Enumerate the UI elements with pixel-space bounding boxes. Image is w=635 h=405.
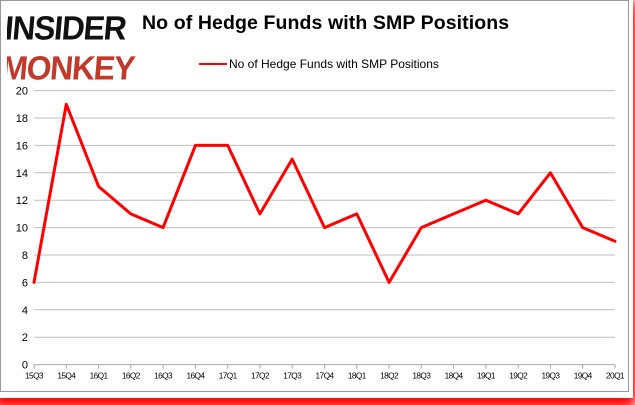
svg-text:14: 14	[16, 168, 28, 180]
svg-text:10: 10	[16, 223, 28, 235]
svg-text:17Q3: 17Q3	[283, 371, 302, 381]
svg-text:6: 6	[22, 277, 28, 289]
svg-text:17Q4: 17Q4	[316, 371, 335, 381]
svg-text:19Q1: 19Q1	[477, 371, 496, 381]
svg-text:19Q2: 19Q2	[509, 371, 528, 381]
svg-text:17Q1: 17Q1	[219, 371, 238, 381]
svg-text:20: 20	[16, 86, 28, 98]
svg-text:19Q3: 19Q3	[541, 371, 560, 381]
svg-text:17Q2: 17Q2	[251, 371, 270, 381]
svg-text:18Q4: 18Q4	[445, 371, 464, 381]
svg-text:2: 2	[22, 332, 28, 344]
svg-text:18Q2: 18Q2	[380, 371, 399, 381]
svg-text:15Q4: 15Q4	[57, 371, 76, 381]
svg-text:16Q2: 16Q2	[122, 371, 141, 381]
svg-text:4: 4	[22, 305, 28, 317]
svg-text:20Q1: 20Q1	[606, 371, 625, 381]
svg-text:18: 18	[16, 113, 28, 125]
svg-text:8: 8	[22, 250, 28, 262]
svg-text:15Q3: 15Q3	[25, 371, 44, 381]
svg-text:18Q3: 18Q3	[412, 371, 431, 381]
svg-text:16: 16	[16, 140, 28, 152]
svg-text:16Q1: 16Q1	[90, 371, 109, 381]
svg-text:16Q3: 16Q3	[154, 371, 173, 381]
svg-text:16Q4: 16Q4	[186, 371, 205, 381]
svg-text:19Q4: 19Q4	[574, 371, 593, 381]
svg-text:18Q1: 18Q1	[348, 371, 367, 381]
svg-text:12: 12	[16, 195, 28, 207]
